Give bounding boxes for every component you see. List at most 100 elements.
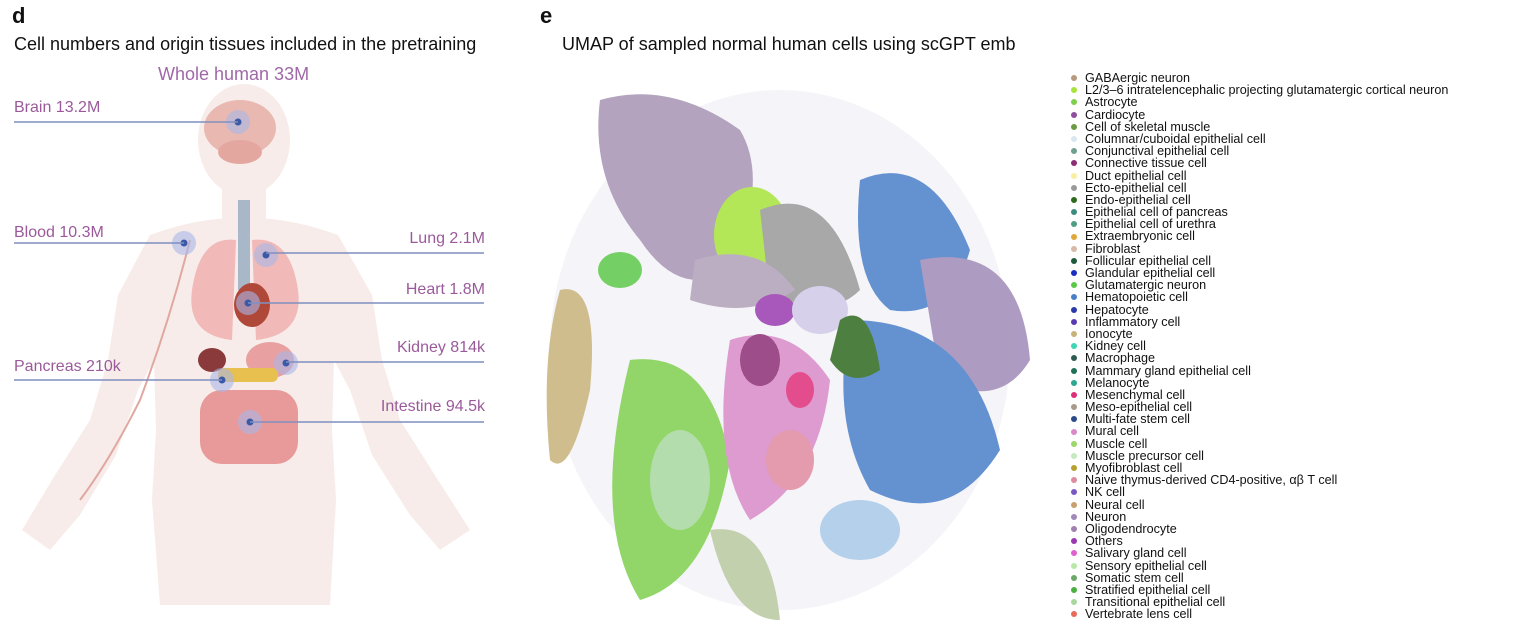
legend-swatch [1071, 123, 1077, 130]
umap-legend: GABAergic neuron L2/3–6 intratelencephali… [1071, 72, 1449, 622]
legend-item: L2/3–6 intratelencephalic projecting glu… [1071, 83, 1449, 98]
legend-swatch [1071, 111, 1077, 118]
legend-item: Muscle precursor cell [1071, 449, 1448, 462]
legend-item: Melanocyte [1071, 376, 1448, 389]
legend-swatch [1071, 233, 1077, 240]
legend-label: Mammary gland epithelial cell [1085, 363, 1251, 378]
legend-label: L2/3–6 intratelencephalic projecting glu… [1085, 83, 1449, 98]
legend-item: Macrophage [1071, 351, 1448, 366]
legend-item: Duct epithelial cell [1071, 169, 1448, 182]
panel-d-letter: d [12, 3, 26, 28]
legend-swatch [1071, 538, 1077, 545]
legend-swatch [1071, 550, 1077, 557]
legend-label: Ionocyte [1085, 326, 1133, 341]
panel-e-letter: e [540, 3, 553, 28]
legend-swatch [1071, 184, 1077, 191]
legend-swatch [1071, 501, 1077, 508]
legend-swatch [1071, 209, 1077, 216]
legend-label: Macrophage [1085, 351, 1156, 366]
legend-swatch [1071, 136, 1077, 143]
legend-label: Neuron [1085, 509, 1127, 524]
legend-swatch [1071, 611, 1077, 618]
legend-label: NK cell [1085, 485, 1125, 500]
brain-label: Brain 13.2M [14, 99, 101, 116]
pancreas-label: Pancreas 210k [14, 358, 121, 375]
legend-label: Others [1085, 534, 1123, 549]
legend-swatch [1071, 586, 1077, 593]
legend-label: Epithelial cell of pancreas [1085, 205, 1228, 220]
legend-item: Columnar/cuboidal epithelial cell [1071, 133, 1448, 145]
legend-swatch [1071, 513, 1077, 520]
legend-item: Mesenchymal cell [1071, 387, 1448, 402]
legend-swatch [1071, 270, 1077, 277]
legend-item: Ecto-epithelial cell [1071, 181, 1448, 194]
legend-label: Salivary gland cell [1085, 546, 1187, 561]
legend-label: Cell of skeletal muscle [1085, 119, 1211, 134]
legend-label: Transitional epithelial cell [1085, 595, 1226, 610]
digestive-organs [198, 342, 294, 382]
legend-item: Cardiocyte [1071, 107, 1448, 122]
legend-label: Sensory epithelial cell [1085, 558, 1207, 573]
legend-item: Others [1071, 534, 1448, 549]
panel-d-title: Cell numbers and origin tissues included… [14, 34, 477, 54]
kidney-label: Kidney 814k [396, 339, 485, 356]
legend-item: Cell of skeletal muscle [1071, 119, 1448, 134]
heart-label: Heart 1.8M [405, 281, 485, 298]
human-body-illustration [14, 84, 484, 605]
legend-swatch [1071, 343, 1077, 350]
legend-label: Kidney cell [1085, 339, 1146, 354]
legend-swatch [1071, 428, 1077, 435]
legend-swatch [1071, 306, 1077, 313]
legend-label: Myofibroblast cell [1085, 461, 1183, 475]
legend-swatch [1071, 562, 1077, 569]
legend-label: Glutamatergic neuron [1085, 278, 1207, 293]
legend-swatch [1071, 526, 1077, 533]
legend-swatch [1071, 452, 1077, 459]
legend-label: Vertebrate lens cell [1085, 607, 1193, 622]
whole-human-total: Whole human 33M [158, 64, 310, 84]
legend-item: Connective tissue cell [1071, 156, 1448, 171]
legend-label: Mural cell [1085, 424, 1139, 439]
legend-label: Neural cell [1085, 497, 1145, 512]
legend-item: Glutamatergic neuron [1071, 278, 1448, 293]
legend-swatch [1071, 599, 1077, 606]
legend-swatch [1071, 294, 1077, 301]
umap-clusters [546, 90, 1030, 620]
legend-swatch [1071, 318, 1077, 325]
legend-label: Connective tissue cell [1085, 156, 1207, 171]
legend-swatch [1071, 574, 1077, 581]
legend-label: Somatic stem cell [1085, 570, 1184, 585]
legend-item: Hematopoietic cell [1071, 290, 1448, 305]
legend-label: Fibroblast [1085, 241, 1141, 256]
legend-item: Multi-fate stem cell [1071, 413, 1448, 426]
legend-label: Columnar/cuboidal epithelial cell [1085, 131, 1266, 146]
legend-label: Mesenchymal cell [1085, 387, 1186, 402]
legend-swatch [1071, 331, 1077, 338]
legend-item: Naive thymus-derived CD4-positive, αβ T … [1071, 473, 1448, 488]
legend-item: Sensory epithelial cell [1071, 558, 1448, 573]
legend-label: Hematopoietic cell [1085, 290, 1188, 305]
legend-item: Stratified epithelial cell [1071, 583, 1448, 596]
legend-label: Inflammatory cell [1085, 314, 1181, 329]
legend-swatch [1071, 416, 1077, 423]
callout-lines [14, 121, 484, 423]
legend-label: Meso-epithelial cell [1085, 400, 1193, 415]
legend-label: Naive thymus-derived CD4-positive, αβ T … [1085, 473, 1338, 488]
legend-item: Astrocyte [1071, 96, 1448, 109]
legend-item: Myofibroblast cell [1071, 462, 1448, 474]
legend-item: Mammary gland epithelial cell [1071, 363, 1448, 378]
legend-item: Follicular epithelial cell [1071, 254, 1448, 267]
legend-swatch [1071, 148, 1077, 155]
panel-e-title: UMAP of sampled normal human cells using… [562, 34, 1016, 54]
legend-item: Conjunctival epithelial cell [1071, 144, 1448, 159]
legend-item: Inflammatory cell [1071, 314, 1448, 329]
legend-label: Conjunctival epithelial cell [1085, 144, 1230, 159]
legend-swatch [1071, 489, 1077, 496]
legend-item: Somatic stem cell [1071, 570, 1448, 585]
legend-label: Hepatocyte [1085, 302, 1149, 317]
legend-item: Epithelial cell of urethra [1071, 218, 1448, 231]
trachea [238, 200, 250, 290]
legend-item: Fibroblast [1071, 241, 1448, 256]
lung-label: Lung 2.1M [409, 230, 485, 247]
legend-label: Cardiocyte [1085, 107, 1146, 122]
